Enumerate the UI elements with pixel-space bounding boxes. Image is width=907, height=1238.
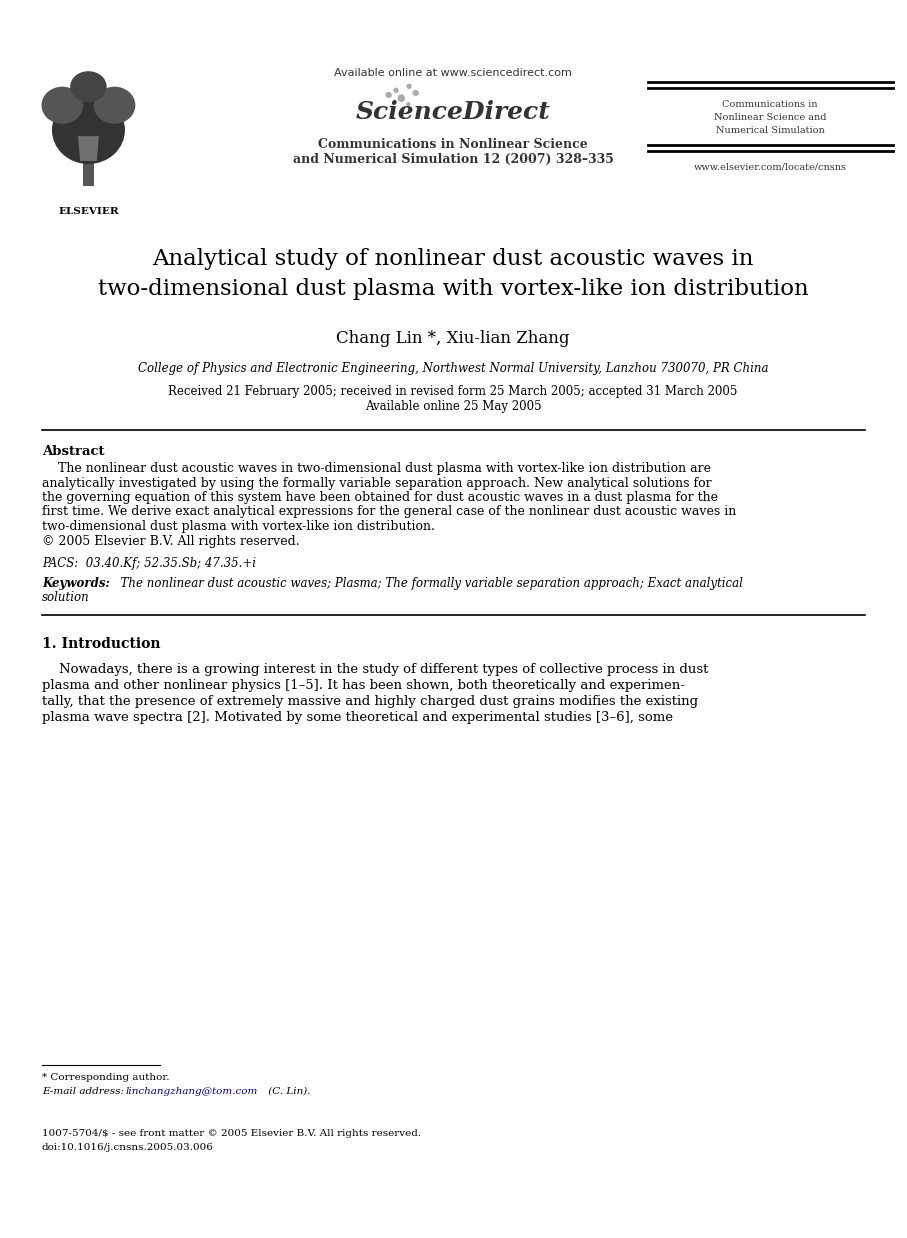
Text: Analytical study of nonlinear dust acoustic waves in: Analytical study of nonlinear dust acous… [152,248,754,270]
Text: Numerical Simulation: Numerical Simulation [716,126,824,135]
Text: doi:10.1016/j.cnsns.2005.03.006: doi:10.1016/j.cnsns.2005.03.006 [42,1143,214,1153]
Text: Communications in: Communications in [722,100,818,109]
Text: and Numerical Simulation 12 (2007) 328–335: and Numerical Simulation 12 (2007) 328–3… [293,154,613,166]
Text: * Corresponding author.: * Corresponding author. [42,1073,170,1082]
Text: Nowadays, there is a growing interest in the study of different types of collect: Nowadays, there is a growing interest in… [42,664,708,676]
Text: Nonlinear Science and: Nonlinear Science and [714,113,826,123]
Text: Chang Lin *, Xiu-lian Zhang: Chang Lin *, Xiu-lian Zhang [336,331,570,347]
Polygon shape [83,149,93,186]
Text: Available online 25 May 2005: Available online 25 May 2005 [365,400,541,413]
Text: The nonlinear dust acoustic waves in two-dimensional dust plasma with vortex-lik: The nonlinear dust acoustic waves in two… [42,462,711,475]
Text: ●: ● [385,90,392,99]
Text: Abstract: Abstract [42,444,104,458]
Text: first time. We derive exact analytical expressions for the general case of the n: first time. We derive exact analytical e… [42,505,736,519]
Text: ●: ● [393,87,399,93]
Text: www.elsevier.com/locate/cnsns: www.elsevier.com/locate/cnsns [694,162,846,171]
Text: Available online at www.sciencedirect.com: Available online at www.sciencedirect.co… [334,68,572,78]
Text: two-dimensional dust plasma with vortex-like ion distribution.: two-dimensional dust plasma with vortex-… [42,520,434,534]
Text: plasma wave spectra [2]. Motivated by some theoretical and experimental studies : plasma wave spectra [2]. Motivated by so… [42,711,673,724]
Text: linchangzhang@tom.com: linchangzhang@tom.com [126,1087,258,1096]
Text: 1. Introduction: 1. Introduction [42,638,161,651]
Text: College of Physics and Electronic Engineering, Northwest Normal University, Lanz: College of Physics and Electronic Engine… [138,361,768,375]
Ellipse shape [52,97,125,165]
Text: © 2005 Elsevier B.V. All rights reserved.: © 2005 Elsevier B.V. All rights reserved… [42,535,299,547]
Ellipse shape [70,72,107,102]
Ellipse shape [42,87,83,124]
Text: ELSEVIER: ELSEVIER [58,207,119,215]
Text: Received 21 February 2005; received in revised form 25 March 2005; accepted 31 M: Received 21 February 2005; received in r… [169,385,737,397]
Polygon shape [78,136,99,161]
Text: ScienceDirect: ScienceDirect [356,100,551,124]
Text: ●: ● [412,88,419,98]
Text: solution: solution [42,591,90,604]
Text: E-mail address:: E-mail address: [42,1087,124,1096]
Text: The nonlinear dust acoustic waves; Plasma; The formally variable separation appr: The nonlinear dust acoustic waves; Plasm… [113,577,743,591]
Text: (C. Lin).: (C. Lin). [265,1087,310,1096]
Text: ●: ● [396,93,405,103]
Text: plasma and other nonlinear physics [1–5]. It has been shown, both theoretically : plasma and other nonlinear physics [1–5]… [42,678,685,692]
Text: Communications in Nonlinear Science: Communications in Nonlinear Science [318,137,588,151]
Text: tally, that the presence of extremely massive and highly charged dust grains mod: tally, that the presence of extremely ma… [42,695,698,708]
Text: ●: ● [406,83,412,89]
Text: analytically investigated by using the formally variable separation approach. Ne: analytically investigated by using the f… [42,477,712,489]
Text: PACS:  03.40.Kf; 52.35.Sb; 47.35.+i: PACS: 03.40.Kf; 52.35.Sb; 47.35.+i [42,557,256,569]
Text: Keywords:: Keywords: [42,577,110,591]
Text: the governing equation of this system have been obtained for dust acoustic waves: the governing equation of this system ha… [42,491,718,504]
Text: two-dimensional dust plasma with vortex-like ion distribution: two-dimensional dust plasma with vortex-… [98,279,808,300]
Text: 1007-5704/$ - see front matter © 2005 Elsevier B.V. All rights reserved.: 1007-5704/$ - see front matter © 2005 El… [42,1129,421,1138]
Ellipse shape [93,87,135,124]
Text: ●: ● [405,102,410,106]
